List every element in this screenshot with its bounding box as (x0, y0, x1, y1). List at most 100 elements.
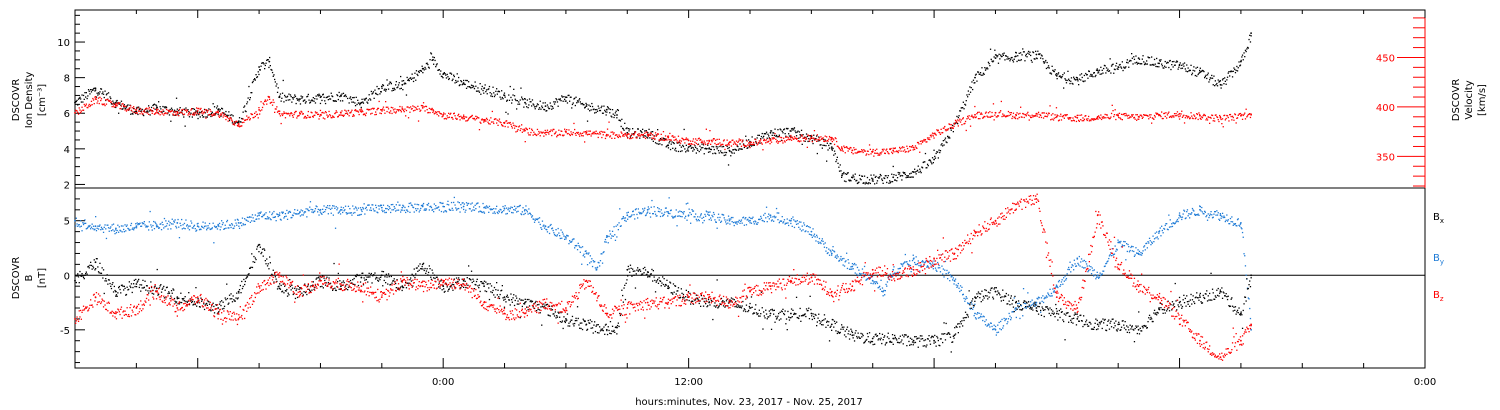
density-series-point (1248, 38, 1250, 41)
by-series-point (977, 312, 979, 314)
density-series-point (123, 106, 125, 108)
by-series-point (607, 242, 609, 244)
velocity-series-point (1121, 119, 1123, 121)
velocity-series-point (866, 150, 869, 152)
by-series-point (1048, 295, 1050, 297)
velocity-series-point (1095, 118, 1097, 120)
velocity-series-point (370, 108, 372, 110)
density-series-point (261, 62, 263, 64)
by-series-point (948, 271, 950, 273)
by-series-point (967, 302, 969, 304)
velocity-series-point (427, 111, 430, 114)
by-series-point (453, 196, 455, 199)
by-series-point (675, 209, 677, 211)
by-series-point (665, 207, 667, 209)
by-series-point (407, 210, 409, 213)
velocity-series-point (246, 118, 249, 121)
by-series-point (1060, 281, 1063, 283)
by-series-point (870, 282, 872, 284)
by-series-point (555, 229, 557, 231)
velocity-series-datum (94, 98, 97, 100)
density-series-point (460, 81, 463, 83)
velocity-series-point (1148, 114, 1151, 116)
by-series-point (726, 219, 728, 221)
velocity-series-point (830, 139, 832, 141)
velocity-series-point (803, 140, 805, 142)
by-series-point (594, 267, 597, 269)
density-series-point (1245, 50, 1247, 53)
by-series-point (218, 222, 221, 225)
velocity-series-point (116, 105, 118, 107)
density-series-point (254, 78, 256, 80)
velocity-series-point (393, 111, 395, 113)
velocity-series-point (172, 113, 174, 115)
velocity-series-point (1126, 114, 1128, 116)
by-series-point (775, 216, 777, 218)
by-series-point (679, 215, 682, 218)
velocity-series-point (952, 127, 954, 129)
velocity-series-point (381, 110, 383, 112)
velocity-series-point (625, 134, 627, 136)
velocity-series-point (1204, 115, 1206, 117)
density-series-point (569, 100, 571, 102)
velocity-series-point (741, 141, 743, 143)
density-series-point (1103, 67, 1105, 70)
by-series-point (657, 210, 660, 213)
velocity-series-point (582, 135, 584, 137)
by-series-point (410, 204, 413, 206)
density-series-point (1207, 72, 1209, 74)
velocity-series-point (289, 115, 291, 117)
density-series-point (1153, 64, 1155, 66)
by-series-point (997, 331, 1000, 333)
by-series-point (836, 257, 838, 259)
by-series-point (295, 213, 297, 215)
density-series-point (366, 101, 368, 103)
by-series-point (348, 212, 350, 214)
density-series-point (77, 104, 79, 106)
by-series-point (606, 235, 608, 237)
velocity-series-point (293, 113, 295, 116)
density-series-point (318, 93, 320, 95)
velocity-series-point (627, 133, 629, 135)
density-series-point (760, 135, 763, 138)
by-series-point (740, 219, 743, 221)
density-series-point (570, 96, 572, 98)
density-series-point (286, 95, 289, 97)
by-series-point (812, 228, 814, 230)
by-series-point (344, 205, 347, 207)
by-series-point (99, 224, 101, 226)
by-series-point (174, 219, 176, 221)
by-series-point (936, 270, 938, 272)
by-series-point (405, 209, 408, 211)
density-series-point (1098, 71, 1100, 73)
density-series-point (502, 98, 504, 100)
velocity-series-datum (871, 150, 874, 153)
density-series-point (867, 183, 869, 185)
by-series-point (858, 269, 860, 271)
density-series-point (1246, 48, 1248, 50)
velocity-series-point (959, 121, 962, 123)
velocity-series-point (1083, 118, 1085, 120)
by-series-point (846, 252, 848, 254)
density-series-point (1089, 75, 1091, 77)
density-series-point (936, 151, 938, 153)
density-series-point (986, 67, 988, 69)
by-series-point (284, 216, 286, 218)
density-series-point (933, 149, 935, 151)
by-series-point (942, 268, 944, 270)
velocity-series-point (171, 110, 173, 112)
by-series-point (448, 204, 450, 206)
velocity-series-point (259, 113, 261, 115)
density-series-point (348, 102, 350, 104)
by-series-point (455, 209, 458, 211)
density-series-point (453, 75, 455, 78)
by-series-point (853, 262, 856, 265)
by-series-point (659, 215, 662, 218)
density-series-point (942, 145, 944, 147)
by-series-point (998, 321, 1000, 324)
by-series-point (624, 217, 627, 219)
velocity-series-point (1108, 117, 1110, 119)
density-series-point (206, 116, 208, 118)
density-series-datum (1137, 57, 1140, 59)
by-series-point (933, 260, 935, 262)
